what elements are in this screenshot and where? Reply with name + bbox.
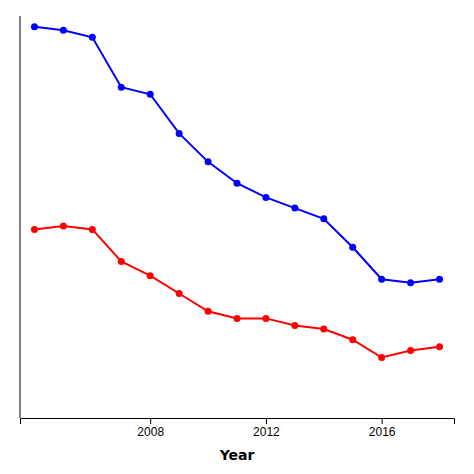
series-point bbox=[147, 91, 154, 98]
x-tick: 2008 bbox=[137, 418, 164, 439]
series-point bbox=[234, 180, 241, 187]
series-point bbox=[262, 315, 269, 322]
series-point bbox=[60, 27, 67, 34]
x-tick-mark bbox=[382, 418, 383, 424]
series-point bbox=[407, 279, 414, 286]
y-axis-line bbox=[20, 16, 21, 418]
series-point bbox=[320, 215, 327, 222]
series-point bbox=[291, 322, 298, 329]
x-axis-title: Year bbox=[219, 447, 255, 463]
x-axis-line bbox=[21, 419, 455, 425]
series-point bbox=[89, 34, 96, 41]
series-point bbox=[31, 226, 38, 233]
series-point bbox=[349, 336, 356, 343]
series-point bbox=[60, 222, 67, 229]
x-tick-label: 2008 bbox=[137, 425, 164, 439]
series-point bbox=[436, 343, 443, 350]
series-line bbox=[34, 27, 439, 283]
x-tick-label: 2012 bbox=[253, 425, 280, 439]
x-tick-label: 2016 bbox=[369, 425, 396, 439]
plot-area: 2008 2012 2016 bbox=[20, 16, 455, 439]
series-point bbox=[176, 290, 183, 297]
series-point bbox=[234, 315, 241, 322]
series-point bbox=[31, 23, 38, 30]
x-axis: 2008 2012 2016 bbox=[21, 418, 455, 439]
series-point bbox=[349, 244, 356, 251]
x-tick-mark bbox=[150, 418, 151, 424]
x-tick: 2012 bbox=[253, 418, 280, 439]
series-line bbox=[34, 226, 439, 358]
series-point bbox=[262, 194, 269, 201]
series-point bbox=[147, 272, 154, 279]
series-point bbox=[89, 226, 96, 233]
series-point bbox=[118, 84, 125, 91]
series-point bbox=[176, 130, 183, 137]
chart: 2008 2012 2016 Year bbox=[0, 0, 474, 474]
series-point bbox=[407, 347, 414, 354]
series-point bbox=[205, 158, 212, 165]
series-point bbox=[320, 326, 327, 333]
series-point bbox=[378, 276, 385, 283]
series-point bbox=[205, 308, 212, 315]
series-point bbox=[436, 276, 443, 283]
series-point bbox=[378, 354, 385, 361]
series-point bbox=[291, 205, 298, 212]
marks bbox=[31, 23, 443, 361]
x-tick: 2016 bbox=[369, 418, 396, 439]
x-tick-mark bbox=[266, 418, 267, 424]
series-point bbox=[118, 258, 125, 265]
